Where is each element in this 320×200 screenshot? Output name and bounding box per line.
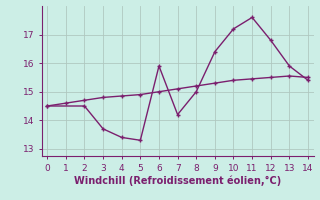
X-axis label: Windchill (Refroidissement éolien,°C): Windchill (Refroidissement éolien,°C) — [74, 175, 281, 186]
